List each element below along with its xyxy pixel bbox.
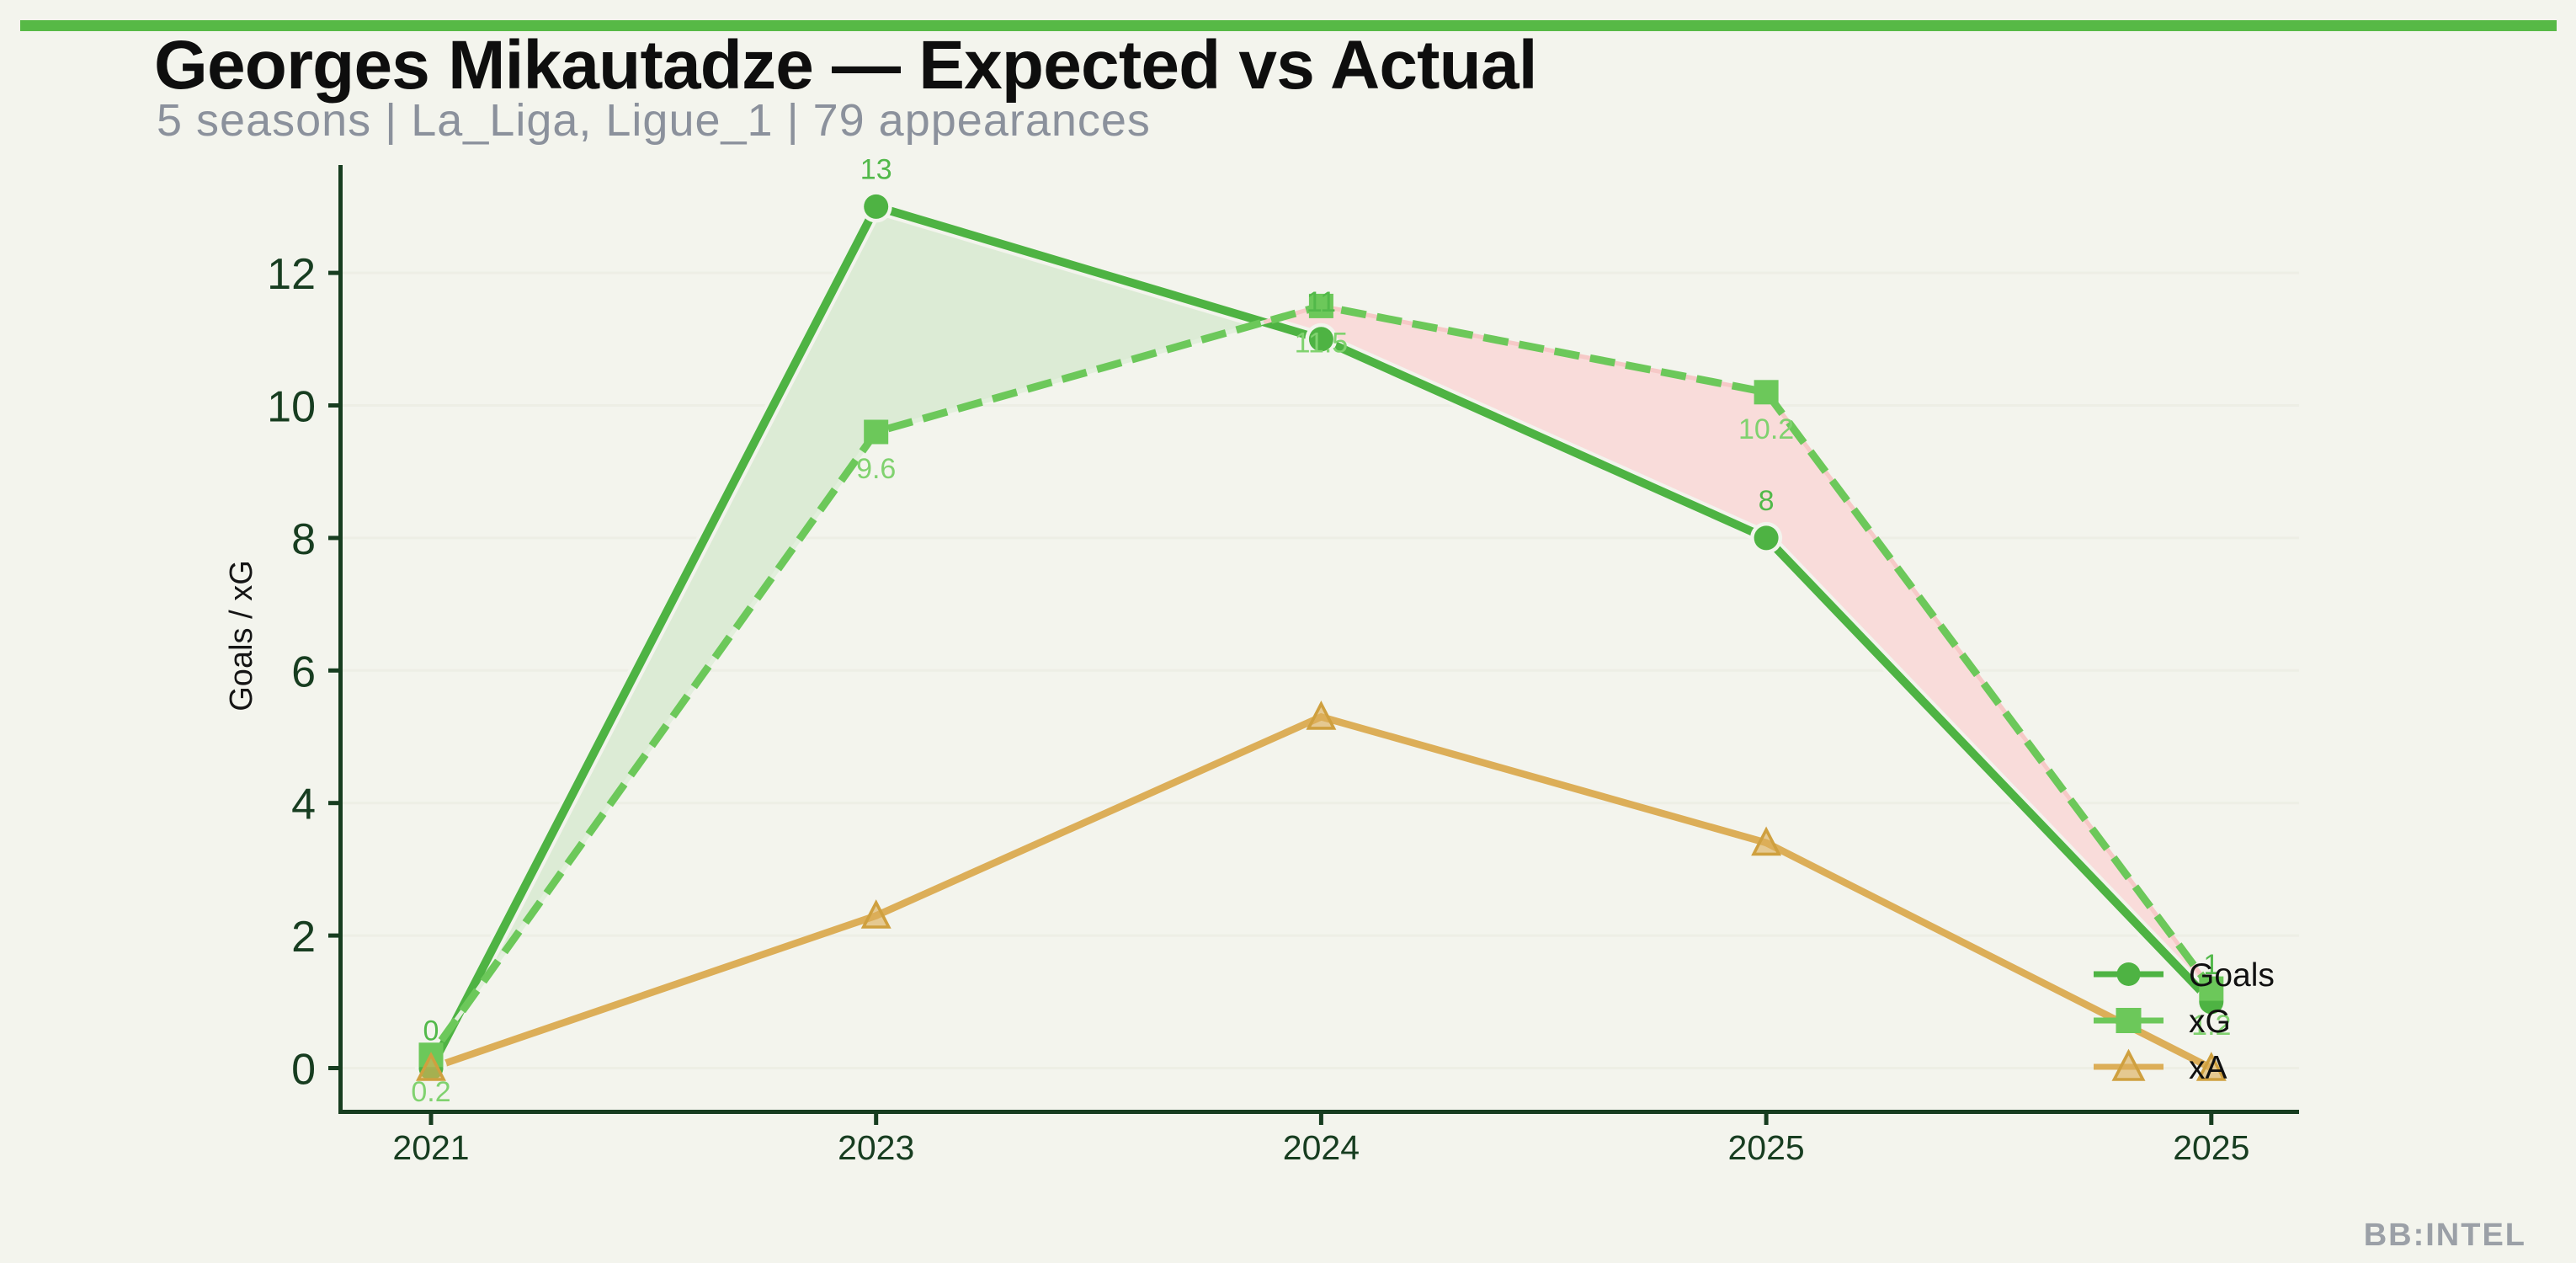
svg-text:Goals: Goals <box>2189 957 2275 994</box>
svg-text:2024: 2024 <box>1283 1128 1360 1167</box>
svg-text:2025: 2025 <box>2173 1128 2249 1167</box>
svg-text:0: 0 <box>291 1046 316 1095</box>
svg-text:0: 0 <box>423 1015 439 1047</box>
svg-text:10: 10 <box>267 383 316 432</box>
svg-text:11.5: 11.5 <box>1295 327 1349 359</box>
svg-text:2021: 2021 <box>392 1128 469 1167</box>
svg-text:13: 13 <box>860 153 892 185</box>
svg-text:6: 6 <box>291 647 316 696</box>
svg-text:2: 2 <box>291 913 316 962</box>
svg-text:10.2: 10.2 <box>1738 413 1794 445</box>
svg-text:4: 4 <box>291 781 316 829</box>
svg-text:8: 8 <box>291 515 316 564</box>
svg-text:11: 11 <box>1307 286 1336 318</box>
svg-text:Goals / xG: Goals / xG <box>224 560 259 711</box>
svg-text:2025: 2025 <box>1727 1128 1804 1167</box>
svg-text:xA: xA <box>2189 1050 2227 1086</box>
svg-text:12: 12 <box>267 250 316 299</box>
svg-text:0.2: 0.2 <box>411 1076 450 1108</box>
svg-text:9.6: 9.6 <box>856 453 896 485</box>
svg-text:2023: 2023 <box>838 1128 914 1167</box>
svg-text:1.2: 1.2 <box>2191 1010 2231 1042</box>
svg-text:1: 1 <box>2203 949 2219 981</box>
svg-text:8: 8 <box>1759 485 1775 517</box>
svg-text:xG: xG <box>2189 1004 2231 1040</box>
